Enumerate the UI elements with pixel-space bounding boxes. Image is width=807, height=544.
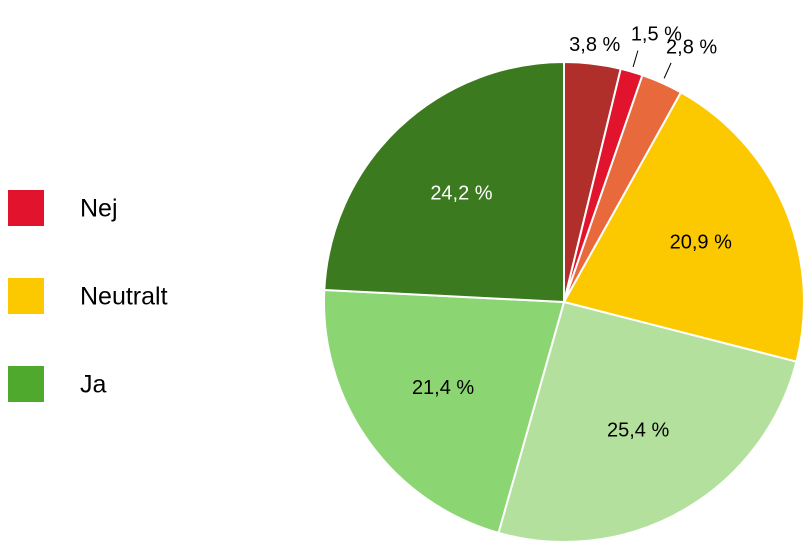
- pie-slice: [323, 60, 565, 304]
- data-label: 3,8 %: [569, 34, 620, 56]
- legend-label: Nej: [80, 195, 118, 223]
- leader-line: [632, 50, 639, 68]
- data-label: 2,8 %: [666, 37, 717, 59]
- data-label: 20,9 %: [670, 232, 732, 254]
- legend-swatch: [8, 366, 44, 402]
- legend-label: Ja: [80, 371, 107, 399]
- pie-slice: [323, 288, 566, 535]
- data-label: 21,4 %: [412, 377, 474, 399]
- legend-swatch: [8, 190, 44, 226]
- legend-swatch: [8, 278, 44, 314]
- pie-slice: [562, 91, 805, 363]
- leader-line: [663, 62, 672, 79]
- data-label: 24,2 %: [430, 182, 492, 204]
- legend-label: Neutralt: [80, 283, 168, 311]
- pie-slice: [497, 300, 798, 543]
- data-label: 1,5 %: [631, 24, 682, 46]
- data-label: 25,4 %: [607, 419, 669, 441]
